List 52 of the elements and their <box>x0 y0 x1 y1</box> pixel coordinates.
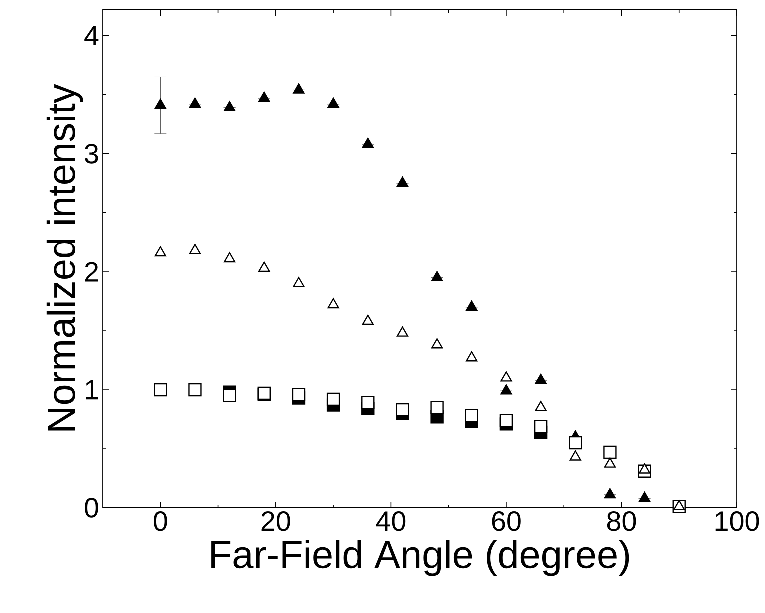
point <box>258 262 270 272</box>
point <box>189 244 202 254</box>
point <box>396 403 410 417</box>
x-axis-title: Far-Field Angle (degree) <box>212 540 630 576</box>
point <box>500 384 512 395</box>
point <box>326 392 340 406</box>
point <box>224 101 236 112</box>
point <box>258 92 270 102</box>
y-tick-label: 4 <box>84 26 99 46</box>
point <box>292 388 306 402</box>
point <box>466 352 478 362</box>
point <box>638 464 651 474</box>
point <box>500 372 512 382</box>
point <box>362 314 374 326</box>
point <box>396 176 409 188</box>
point <box>500 414 514 428</box>
y-tick-label: 1 <box>86 380 98 400</box>
point <box>154 246 166 257</box>
point <box>293 84 305 94</box>
point <box>328 98 340 108</box>
point <box>396 326 409 337</box>
point <box>604 488 616 499</box>
y-tick-label: 3 <box>85 144 98 164</box>
y-tick-label: 2 <box>85 262 98 282</box>
point <box>328 298 340 309</box>
point <box>535 374 547 384</box>
point <box>638 492 651 502</box>
x-tick-label: 100 <box>716 512 760 532</box>
point <box>362 138 374 148</box>
point <box>569 436 582 450</box>
x-tick-label: 20 <box>262 512 290 532</box>
x-tick-label: 0 <box>154 512 168 532</box>
x-tick-label: 80 <box>607 512 636 532</box>
y-axis-title: Normalized intensity <box>46 84 84 431</box>
point <box>189 98 202 108</box>
point <box>224 252 236 263</box>
point <box>154 98 166 110</box>
point <box>674 500 686 510</box>
point <box>570 450 582 461</box>
x-tick-label: 60 <box>492 512 521 532</box>
y-tick-label: 0 <box>85 498 98 518</box>
x-tick-label: 40 <box>376 512 406 532</box>
point <box>432 338 444 349</box>
point <box>535 401 547 412</box>
point <box>293 277 305 288</box>
point <box>534 420 548 434</box>
point <box>223 389 236 402</box>
point <box>466 300 478 311</box>
point <box>432 271 444 282</box>
point <box>465 409 478 423</box>
point <box>362 396 375 410</box>
point <box>604 458 616 468</box>
